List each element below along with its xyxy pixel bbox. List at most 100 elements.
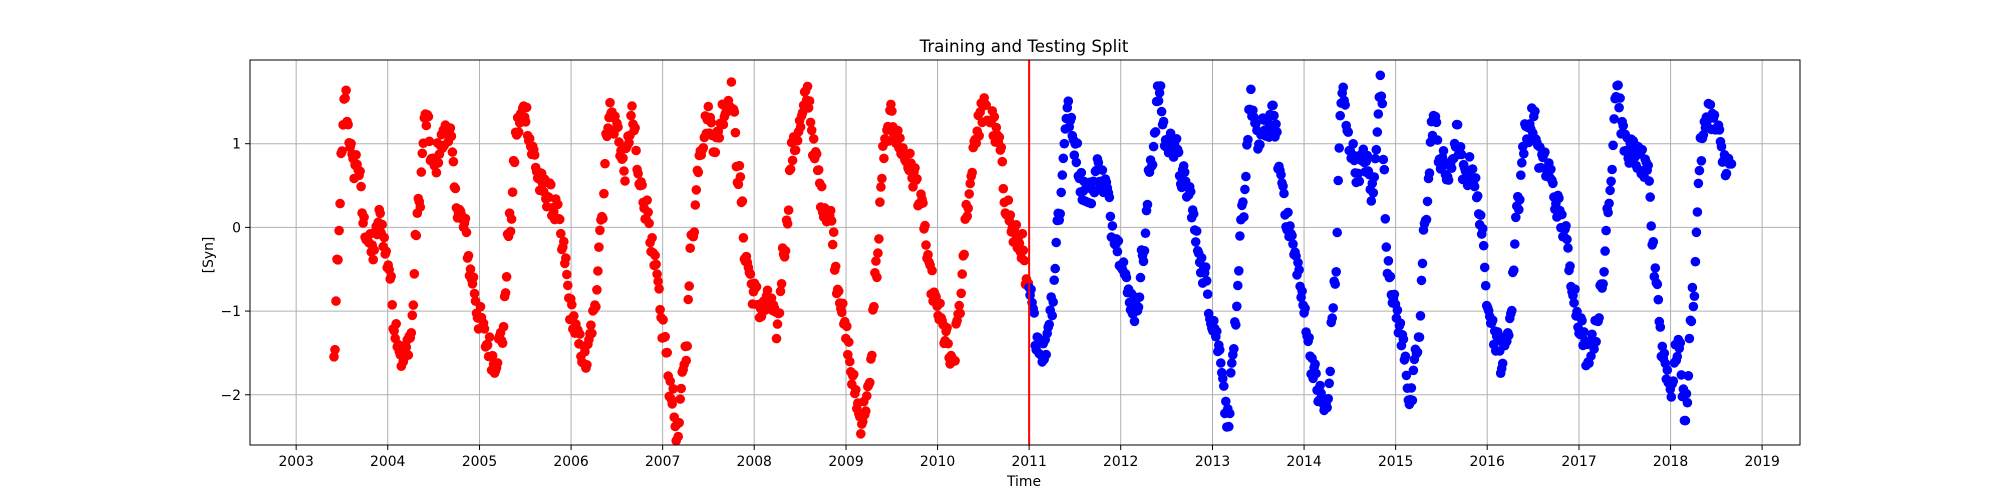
scatter-point series-0 (594, 242, 604, 252)
scatter-point series-0 (627, 101, 637, 111)
scatter-point series-0 (811, 149, 822, 159)
scatter-point series-0 (738, 233, 749, 243)
scatter-point series-1 (1335, 110, 1345, 121)
scatter-point series-0 (630, 123, 640, 133)
scatter-point series-1 (1376, 91, 1387, 101)
scatter-point series-1 (1422, 196, 1433, 207)
scatter-point series-0 (877, 173, 887, 184)
scatter-points (329, 70, 1737, 446)
scatter-point series-1 (1240, 184, 1250, 195)
scatter-point series-1 (1438, 146, 1449, 156)
scatter-point series-0 (662, 347, 672, 358)
scatter-point series-0 (991, 122, 1002, 133)
scatter-point series-1 (1431, 117, 1442, 128)
scatter-point series-1 (1530, 106, 1540, 117)
scatter-point series-1 (1154, 88, 1165, 98)
scatter-point series-1 (1243, 134, 1253, 145)
scatter-point series-1 (1492, 327, 1503, 337)
scatter-point series-0 (563, 280, 573, 291)
x-axis-ticks: 2003 2004 2005 2006 2007 2008 2009 2010 2011 2012… (278, 445, 1780, 470)
scatter-point series-1 (1209, 315, 1219, 326)
scatter-point series-1 (1293, 257, 1303, 268)
x-tick-label: 2010 (920, 454, 955, 470)
scatter-point series-0 (391, 319, 402, 329)
scatter-point series-1 (1196, 253, 1207, 263)
scatter-point series-1 (1464, 152, 1475, 162)
scatter-point series-0 (927, 265, 937, 276)
scatter-point series-1 (1569, 298, 1579, 308)
scatter-point series-1 (1218, 373, 1228, 384)
scatter-point series-0 (804, 96, 815, 106)
scatter-point series-1 (1069, 150, 1080, 160)
scatter-point series-1 (1662, 365, 1673, 375)
scatter-point series-1 (1148, 141, 1159, 152)
scatter-point series-0 (775, 286, 786, 297)
scatter-point series-0 (714, 133, 725, 143)
scatter-point series-0 (407, 310, 418, 321)
scatter-point series-0 (718, 119, 729, 130)
scatter-point series-0 (942, 323, 952, 333)
x-tick-label: 2003 (278, 454, 313, 470)
scatter-point series-0 (905, 148, 915, 159)
scatter-point series-1 (1227, 358, 1237, 368)
scatter-point series-1 (1563, 243, 1573, 253)
scatter-point series-0 (691, 185, 702, 195)
scatter-point series-0 (684, 281, 694, 291)
scatter-point series-1 (1599, 267, 1609, 277)
scatter-point series-0 (654, 284, 664, 294)
scatter-point series-0 (734, 160, 745, 171)
scatter-point series-1 (1310, 359, 1320, 369)
scatter-point series-0 (368, 254, 379, 265)
scatter-point series-0 (461, 227, 472, 238)
scatter-point series-1 (1269, 110, 1279, 121)
chart-title: Training and Testing Split (919, 36, 1129, 56)
scatter-point series-1 (1322, 402, 1332, 413)
scatter-point series-0 (329, 352, 339, 362)
scatter-point series-1 (1179, 167, 1190, 177)
scatter-point series-0 (524, 133, 535, 144)
scatter-point series-1 (1477, 223, 1488, 234)
scatter-point series-0 (776, 279, 787, 289)
scatter-point series-1 (1107, 221, 1118, 231)
scatter-point series-0 (465, 264, 476, 274)
scatter-point series-1 (1668, 376, 1679, 386)
scatter-point series-0 (1017, 228, 1028, 239)
scatter-point series-1 (1348, 139, 1358, 149)
scatter-point series-0 (838, 298, 848, 309)
scatter-point series-1 (1443, 175, 1454, 185)
scatter-point series-0 (619, 166, 629, 176)
scatter-point series-1 (1637, 144, 1647, 155)
scatter-point series-1 (1676, 370, 1687, 380)
grid-lines (250, 60, 1800, 445)
scatter-point series-1 (1066, 112, 1077, 123)
scatter-point series-0 (745, 269, 756, 280)
scatter-point series-0 (802, 81, 813, 92)
x-tick-label: 2008 (737, 454, 772, 470)
scatter-point series-1 (1646, 221, 1656, 231)
scatter-point series-0 (912, 174, 922, 184)
scatter-point series-0 (433, 158, 444, 168)
scatter-point series-1 (1686, 316, 1697, 327)
scatter-point series-1 (1643, 160, 1653, 171)
scatter-point series-0 (785, 164, 796, 174)
scatter-point series-1 (1615, 93, 1625, 103)
x-tick-label: 2011 (1011, 454, 1046, 470)
scatter-point series-0 (567, 299, 577, 310)
scatter-point series-1 (1226, 368, 1236, 378)
x-axis-title: Time (1006, 474, 1041, 490)
scatter-point series-1 (1235, 231, 1245, 241)
scatter-point series-0 (598, 213, 608, 224)
scatter-point series-1 (1171, 134, 1182, 144)
scatter-point series-0 (556, 228, 566, 239)
scatter-point series-0 (681, 355, 691, 366)
scatter-point series-0 (651, 259, 661, 270)
scatter-point series-1 (1605, 185, 1615, 196)
scatter-point series-1 (1221, 396, 1231, 407)
scatter-point series-1 (1645, 192, 1655, 202)
scatter-point series-0 (923, 249, 933, 260)
scatter-point series-0 (460, 213, 471, 224)
scatter-point series-1 (1325, 366, 1335, 377)
scatter-point series-0 (772, 319, 783, 329)
scatter-point series-1 (1138, 256, 1149, 267)
scatter-point series-1 (1121, 272, 1132, 283)
